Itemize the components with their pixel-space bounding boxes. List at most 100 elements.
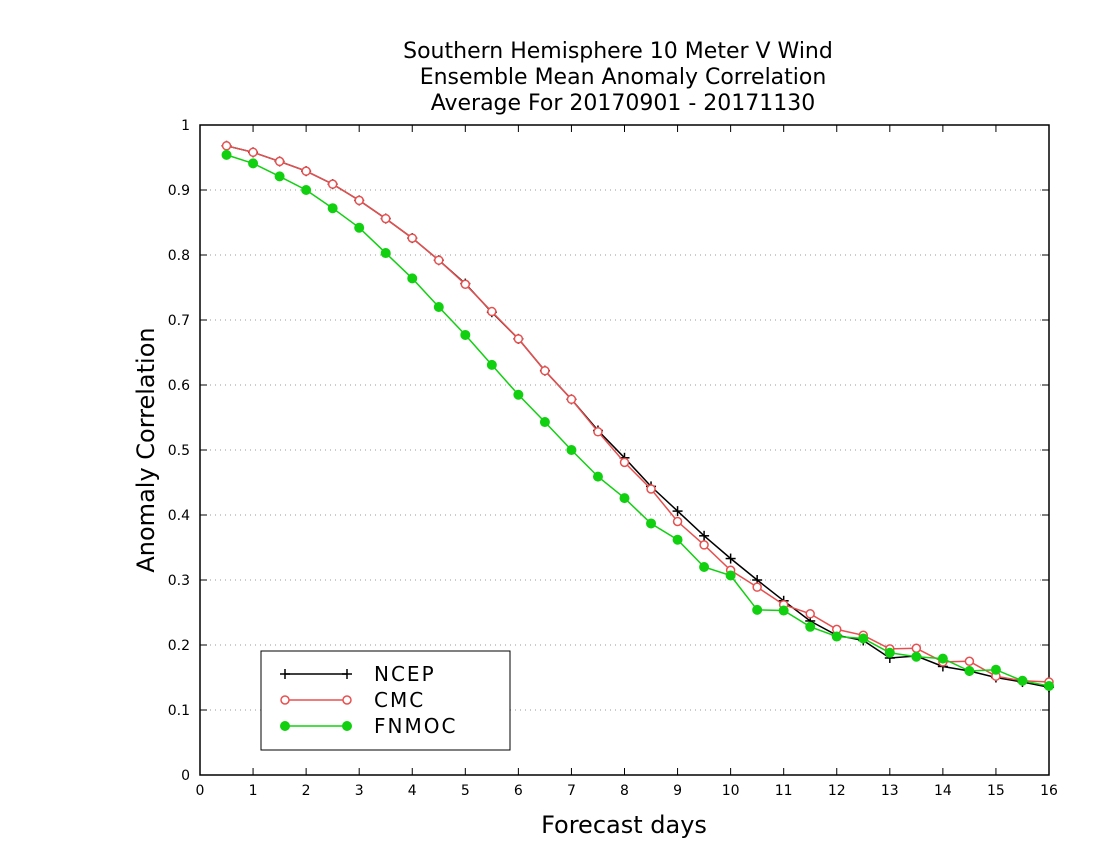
- y-tick-label: 0.7: [168, 313, 190, 329]
- x-tick-label: 5: [461, 783, 470, 799]
- legend-marker-cmc: [342, 695, 352, 705]
- x-tick-label: 4: [408, 783, 417, 799]
- data-point-fnmoc: [407, 273, 418, 284]
- data-point-cmc: [964, 656, 975, 666]
- data-point-cmc: [646, 484, 656, 494]
- data-point-cmc: [752, 582, 762, 592]
- data-point-fnmoc: [1017, 675, 1028, 686]
- x-tick-label: 11: [775, 783, 793, 799]
- data-point-fnmoc: [592, 471, 603, 482]
- x-tick-label: 2: [302, 783, 311, 799]
- data-point-fnmoc: [672, 534, 683, 545]
- data-point-cmc: [301, 166, 311, 176]
- x-tick-label: 1: [249, 783, 258, 799]
- x-tick-label: 3: [355, 783, 364, 799]
- data-point-fnmoc: [858, 633, 869, 644]
- data-point-fnmoc: [248, 158, 259, 169]
- data-point-fnmoc: [539, 417, 550, 428]
- legend-marker-ncep: [342, 669, 352, 679]
- x-tick-label: 9: [673, 783, 682, 799]
- data-point-fnmoc: [990, 664, 1001, 675]
- x-tick-label: 10: [722, 783, 740, 799]
- data-point-cmc: [805, 609, 815, 619]
- y-tick-label: 0: [181, 768, 190, 784]
- x-tick-label: 8: [620, 783, 629, 799]
- x-tick-label: 7: [567, 783, 576, 799]
- y-axis-label: Anomaly Correlation: [132, 327, 160, 572]
- y-tick-label: 1: [181, 118, 190, 134]
- legend-marker-cmc: [280, 695, 290, 705]
- data-point-fnmoc: [725, 570, 736, 581]
- legend-marker-ncep: [280, 669, 290, 679]
- series-ncep: [221, 140, 1054, 693]
- x-tick-label: 16: [1040, 783, 1058, 799]
- series-line-fnmoc: [226, 154, 1050, 687]
- chart-title-line-2: Ensemble Mean Anomaly Correlation: [420, 65, 827, 90]
- data-point-cmc: [672, 516, 683, 527]
- data-point-fnmoc: [964, 666, 975, 676]
- y-tick-label: 0.4: [168, 508, 190, 524]
- data-point-fnmoc: [805, 621, 816, 632]
- y-tick-label: 0.5: [168, 443, 190, 459]
- data-point-fnmoc: [486, 359, 497, 370]
- data-point-fnmoc: [380, 248, 391, 259]
- x-tick-label: 0: [196, 783, 205, 799]
- data-point-cmc: [593, 427, 603, 437]
- legend-item-ncep: NCEP: [280, 662, 436, 686]
- x-tick-label: 13: [881, 783, 899, 799]
- chart-title-line-3: Average For 20170901 - 20171130: [431, 91, 816, 116]
- legend-marker-fnmoc: [342, 721, 352, 731]
- data-point-cmc: [619, 457, 630, 468]
- data-point-cmc: [248, 147, 258, 158]
- x-tick-label: 12: [828, 783, 846, 799]
- data-point-cmc: [221, 141, 232, 151]
- legend-label-ncep: NCEP: [374, 662, 436, 686]
- data-point-cmc: [513, 334, 524, 344]
- data-point-ncep: [725, 553, 736, 564]
- data-point-fnmoc: [752, 604, 763, 615]
- data-point-cmc: [274, 156, 285, 167]
- data-point-cmc: [487, 306, 497, 317]
- axis-ticks: 00.10.20.30.40.50.60.70.80.910 1 2 3 4 5 6 7 8 9 1…: [168, 118, 1058, 799]
- y-tick-label: 0.8: [168, 248, 190, 264]
- legend-item-fnmoc: FNMOC: [280, 714, 457, 738]
- data-point-fnmoc: [513, 389, 524, 400]
- data-point-cmc: [354, 195, 364, 206]
- data-point-fnmoc: [911, 651, 922, 662]
- y-tick-label: 0.1: [168, 703, 190, 719]
- series-layer: [221, 140, 1054, 693]
- chart-title-line-1: Southern Hemisphere 10 Meter V Wind: [403, 39, 833, 64]
- data-point-cmc: [407, 233, 417, 243]
- data-point-ncep: [672, 506, 683, 517]
- data-point-fnmoc: [619, 493, 630, 504]
- series-fnmoc: [221, 149, 1054, 691]
- plot-frame: [199, 124, 1050, 776]
- data-point-cmc: [327, 179, 338, 189]
- data-point-fnmoc: [884, 647, 895, 658]
- x-tick-label: 15: [987, 783, 1005, 799]
- series-line-ncep: [226, 145, 1050, 689]
- data-point-fnmoc: [354, 222, 365, 233]
- series-line-cmc: [226, 145, 1050, 683]
- data-point-cmc: [460, 279, 471, 289]
- data-point-fnmoc: [327, 203, 338, 214]
- data-point-fnmoc: [831, 631, 842, 642]
- data-point-fnmoc: [460, 329, 471, 340]
- data-point-cmc: [540, 365, 550, 376]
- data-point-cmc: [380, 213, 391, 224]
- data-point-fnmoc: [646, 518, 657, 529]
- data-point-fnmoc: [566, 445, 577, 455]
- data-point-fnmoc: [1044, 680, 1054, 691]
- x-tick-label: 6: [514, 783, 523, 799]
- series-cmc: [221, 141, 1054, 687]
- y-tick-label: 0.3: [168, 573, 190, 589]
- y-tick-label: 0.2: [168, 638, 190, 654]
- x-axis-label: Forecast days: [541, 811, 707, 839]
- data-point-cmc: [566, 394, 577, 405]
- legend-label-cmc: CMC: [374, 688, 425, 712]
- legend-label-fnmoc: FNMOC: [374, 714, 457, 738]
- data-point-ncep: [699, 530, 710, 541]
- data-point-fnmoc: [778, 605, 789, 616]
